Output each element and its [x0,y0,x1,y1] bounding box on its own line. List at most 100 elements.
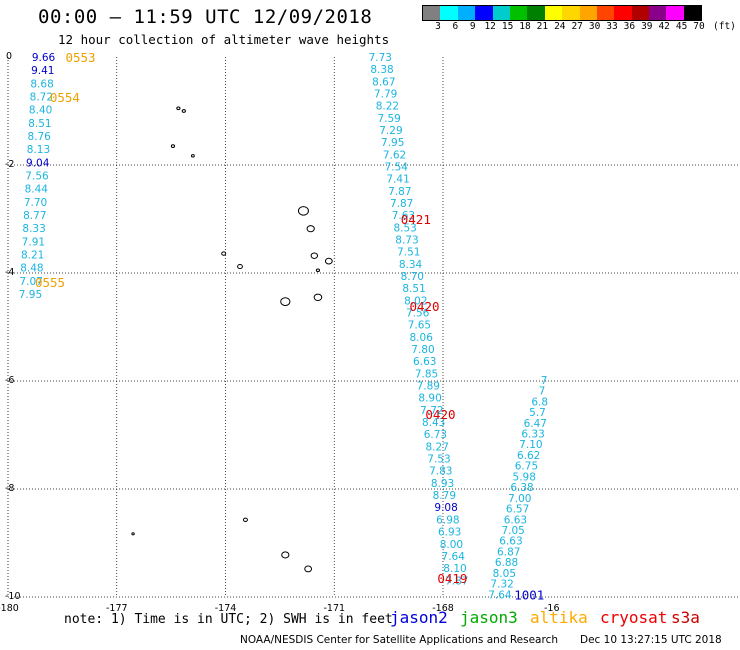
wave-height-value: 7 [541,375,548,387]
island-outline [310,252,319,259]
wave-height-value: 5.98 [513,471,536,483]
color-scale-label: 12 [484,21,496,32]
island-outline [281,551,290,559]
y-axis-label: 0 [6,51,12,62]
wave-height-value: 6.75 [515,461,538,473]
wave-height-value: 8.02 [404,295,427,307]
color-swatch [423,6,441,20]
page-subtitle: 12 hour collection of altimeter wave hei… [58,32,390,47]
wave-height-value: 8.33 [22,223,45,235]
satellite-legend-item: altika [530,608,588,627]
color-swatch [492,6,510,20]
wave-height-value: 8.51 [28,118,51,130]
wave-height-value: 8.68 [30,78,53,90]
wave-height-value: 8.51 [402,283,425,295]
color-swatch [614,6,632,20]
color-scale-label: 9 [469,21,476,32]
wave-height-value: 7.63 [392,210,415,222]
wave-height-value: 6.93 [438,527,461,539]
color-scale-label: 30 [588,21,601,32]
wave-height-value: 9.66 [32,52,56,64]
wave-height-value: 6.38 [510,482,533,494]
color-scale-label: 33 [606,21,618,32]
wave-height-value: 7.51 [397,247,420,259]
x-axis-label: -180 [0,603,19,614]
color-swatch [509,6,528,20]
wave-height-value: 7.83 [429,466,452,478]
wave-height-value: 8.40 [29,105,52,117]
wave-height-value: 8.27 [426,441,449,453]
wave-height-value: 7.59 [377,113,400,125]
wave-height-value: 8.00 [440,539,463,551]
wave-height-value: 6.47 [524,418,547,430]
x-axis-label: -171 [323,603,345,614]
wave-height-value: 6.63 [413,356,436,368]
wave-height-value: 7.07 [20,276,43,288]
island-outline [242,517,248,522]
satellite-legend-item: cryosat [600,608,668,627]
footer-credit: NOAA/NESDIS Center for Satellite Applica… [240,634,558,646]
time-label: 0553 [65,50,95,65]
wave-height-value: 7.87 [390,198,413,210]
x-axis-label: -174 [215,603,237,614]
color-swatch [649,6,667,20]
wave-height-value: 7.91 [22,236,45,248]
wave-height-value: 7.56 [406,308,430,320]
wave-height-value: 6.8 [531,396,548,408]
islands-layer [131,106,333,573]
wave-height-value: 7.05 [501,525,524,537]
wave-height-value: 8.73 [395,235,418,247]
wave-height-value: 8.53 [393,222,416,234]
island-outline [176,106,181,111]
color-scale-label: 70 [693,21,705,32]
wave-height-value: 7.32 [490,579,513,591]
time-label: 0420 [425,407,455,422]
time-label: 1001 [514,587,544,602]
wave-height-value: 8.76 [27,131,51,143]
island-outline [304,565,313,573]
wave-height-value: 6.98 [436,514,459,526]
wave-height-value: 6.87 [497,546,520,558]
color-swatch [544,6,563,20]
color-swatch [596,6,615,20]
wave-height-value: 7.80 [411,344,434,356]
wave-height-value: 7.85 [415,368,438,380]
wave-height-value: 8.43 [422,417,445,429]
island-outline [237,263,243,270]
wave-height-value: 8.13 [27,144,50,156]
wave-height-value: 7.54 [385,162,409,174]
color-scale-label: 18 [519,21,531,32]
color-scale-label: 39 [641,21,653,32]
axis-labels: -180 -177 -174 -171 -168 -16 0 -2 -4 -6 -8 -10 [0,51,560,614]
wave-height-value: 7.29 [379,125,402,137]
island-outline [313,293,323,302]
y-axis-label: -4 [5,267,14,278]
color-scale-label: 45 [675,21,688,32]
wave-height-value: 8.79 [433,490,456,502]
map-grid [7,57,740,598]
footer-timestamp: Dec 10 13:27:15 UTC 2018 [580,634,722,646]
wave-height-value: 7.00 [508,493,531,505]
color-swatch [579,6,597,20]
wave-height-value: 6.73 [424,429,447,441]
color-swatch [683,6,702,20]
color-swatch [440,6,458,20]
y-axis-label: -2 [5,159,14,170]
wave-height-value: 6.57 [506,504,529,516]
color-swatch [457,6,476,20]
satellite-legend-item: jason3 [460,608,518,627]
x-axis-label: -177 [106,603,128,614]
wave-height-value: 6.88 [495,557,518,569]
satellite-legend-item: jason2 [390,608,448,627]
wave-height-value: 8.22 [376,101,399,113]
wave-height-value: 5.7 [529,407,546,419]
wave-height-value: 8.77 [23,210,46,222]
color-scale-unit: (ft) [713,21,736,32]
time-label: 0421 [401,212,431,227]
island-outline [324,257,333,265]
wave-height-value: 7.64 [442,551,466,563]
island-outline [306,225,315,233]
color-swatch [666,6,684,20]
time-label: 0554 [50,90,80,105]
